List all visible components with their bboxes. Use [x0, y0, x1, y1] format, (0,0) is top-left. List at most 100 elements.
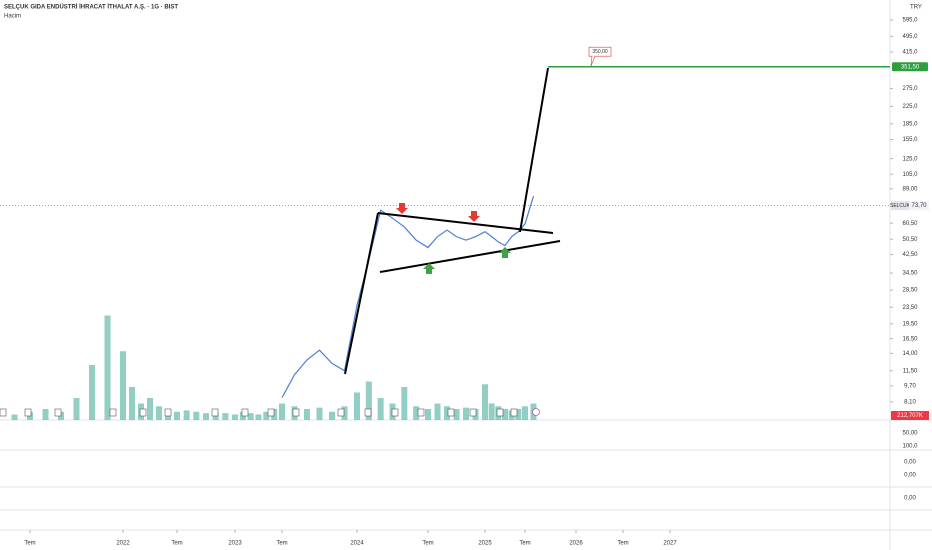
- pane-axis-label: 50,00: [902, 431, 918, 437]
- pane-axis-label: 100,0: [902, 444, 918, 450]
- pole-line: [344, 212, 379, 375]
- x-tick-label: 2027: [663, 541, 677, 547]
- y-tick-label: 34,50: [902, 271, 918, 277]
- y-tick-label: 105,0: [902, 172, 918, 178]
- up-arrow: [499, 247, 511, 258]
- event-marker: [532, 408, 540, 416]
- volume-bar: [222, 413, 229, 420]
- y-tick-label: 60,50: [902, 221, 918, 227]
- up-arrow: [423, 263, 435, 274]
- y-tick-label: 42,50: [902, 252, 918, 258]
- volume-bar: [73, 398, 80, 420]
- earnings-marker: [447, 408, 455, 417]
- y-tick-label: 155,0: [902, 137, 918, 143]
- volume-bar: [453, 409, 460, 420]
- y-tick-label: 9,70: [904, 383, 916, 389]
- y-tick-label: 495,0: [902, 34, 918, 40]
- price-label: 73,70: [911, 203, 927, 209]
- volume-bar: [203, 413, 209, 420]
- x-tick-label: 2022: [116, 541, 130, 547]
- volume-bar: [120, 351, 126, 420]
- volume-bar: [232, 414, 238, 420]
- volume-bar: [444, 406, 450, 420]
- earnings-marker: [24, 408, 32, 417]
- earnings-marker: [267, 408, 275, 417]
- volume-bar: [434, 403, 441, 420]
- earnings-marker: [139, 408, 147, 417]
- down-arrow: [468, 211, 480, 222]
- callout-label: 350,00: [592, 49, 608, 55]
- volume-bar: [147, 398, 153, 420]
- x-tick-label: Tem: [24, 541, 35, 547]
- earnings-marker: [292, 408, 300, 417]
- chart-title: SELÇUK GIDA ENDÜSTRİ İHRACAT İTHALAT A.Ş…: [4, 4, 178, 11]
- pane-axis-label: 0,00: [904, 496, 916, 502]
- volume-bar: [11, 414, 18, 420]
- y-tick-label: 28,50: [902, 288, 918, 294]
- volume-bar: [129, 387, 135, 420]
- y-tick-label: 11,50: [903, 368, 918, 374]
- volume-tag: [891, 411, 929, 420]
- x-tick-label: 2023: [228, 541, 242, 547]
- symbol-label: SELCUK: [890, 203, 911, 209]
- volume-bar: [502, 409, 508, 420]
- x-tick-label: 2026: [569, 541, 583, 547]
- x-tick-label: Tem: [171, 541, 182, 547]
- earnings-marker: [510, 408, 518, 417]
- y-tick-label: 19,50: [902, 321, 918, 327]
- volume-bar: [279, 403, 285, 420]
- y-tick-label: 16,50: [902, 336, 918, 342]
- volume-bar: [89, 365, 95, 420]
- volume-bar: [193, 411, 200, 420]
- trendline: [379, 240, 561, 273]
- earnings-marker: [391, 408, 399, 417]
- volume-last-label: 212,707K: [897, 413, 923, 419]
- volume-label: Hacim: [4, 14, 21, 20]
- volume-bar: [263, 411, 270, 420]
- volume-bar: [316, 407, 323, 420]
- volume-bar: [522, 406, 528, 420]
- trendline: [377, 212, 554, 234]
- volume-bar: [174, 411, 180, 420]
- y-tick-label: 50,50: [902, 237, 918, 243]
- y-tick-label: 275,0: [902, 86, 918, 92]
- y-tick-label: 8,10: [904, 400, 916, 406]
- earnings-marker: [241, 408, 249, 417]
- volume-bar: [377, 398, 384, 420]
- x-tick-label: 2025: [478, 541, 492, 547]
- x-tick-label: Tem: [617, 541, 628, 547]
- earnings-marker: [364, 408, 372, 417]
- event-markers: [0, 408, 540, 417]
- volume-bar: [354, 392, 360, 420]
- callout: [588, 46, 612, 67]
- target-tag: [892, 62, 928, 72]
- pane-axis-label: 0,00: [904, 473, 916, 479]
- earnings-marker: [164, 408, 172, 417]
- earnings-marker: [109, 408, 117, 417]
- volume-bar: [247, 413, 254, 420]
- volume-bar: [156, 406, 162, 420]
- earnings-marker: [0, 408, 7, 417]
- x-tick-label: Tem: [519, 541, 530, 547]
- x-tick-label: Tem: [276, 541, 287, 547]
- volume-bar: [104, 315, 111, 420]
- volume-bar: [488, 403, 495, 420]
- volume-bar: [365, 381, 372, 420]
- volume-bar: [42, 409, 49, 420]
- earnings-marker: [211, 408, 219, 417]
- earnings-marker: [337, 408, 345, 417]
- target-label: 351,50: [901, 64, 920, 70]
- volume-bar: [413, 406, 420, 420]
- y-tick-label: 89,00: [902, 186, 918, 192]
- y-tick-label: 125,0: [902, 156, 918, 162]
- volume-bar: [463, 407, 469, 420]
- volume-bar: [482, 384, 488, 420]
- price-tag: [909, 201, 929, 211]
- y-tick-label: 14,00: [902, 351, 918, 357]
- earnings-marker: [417, 408, 425, 417]
- symbol-tag: [891, 201, 909, 211]
- y-tick-label: 415,0: [902, 50, 918, 56]
- volume-bar: [183, 410, 190, 420]
